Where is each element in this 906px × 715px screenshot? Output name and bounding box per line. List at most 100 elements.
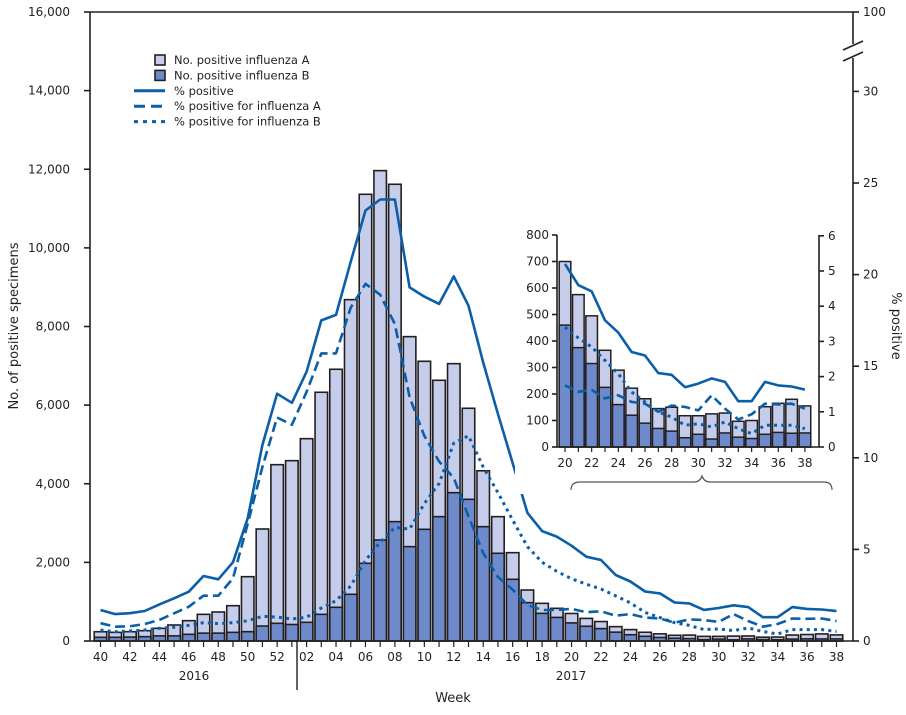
- line-dotted--positive-for-influenza-b: [100, 434, 837, 636]
- inset-x-tick-label: 24: [611, 456, 626, 470]
- bar-influenza-b-week-12: [446, 491, 461, 642]
- x-tick-label: 04: [328, 650, 343, 664]
- y-tick-label: 6,000: [36, 398, 70, 412]
- inset-x-tick-label: 26: [637, 456, 652, 470]
- inset-y-tick-label: 700: [526, 255, 549, 269]
- inset-y2-tick-label: 0: [828, 440, 836, 454]
- x-tick-label: 22: [593, 650, 608, 664]
- y-tick-label: 8,000: [36, 320, 70, 334]
- inset-y2-tick-label: 2: [828, 370, 836, 384]
- inset-x-tick-label: 32: [717, 456, 732, 470]
- inset-bar-influenza-b-week-35: [758, 433, 772, 448]
- legend: No. positive influenza ANo. positive inf…: [134, 53, 321, 129]
- y2-tick-label: 25: [863, 176, 878, 190]
- inset-bar-influenza-b-week-24: [611, 403, 625, 448]
- inset-x-tick-label: 22: [584, 456, 599, 470]
- y2-tick-label: 100: [863, 5, 886, 19]
- y-tick-label: 4,000: [36, 477, 70, 491]
- bar-influenza-b-week-11: [432, 515, 447, 642]
- bar-influenza-b-week-21: [579, 625, 594, 642]
- axis-break-mark: [842, 40, 864, 51]
- main-lines: [100, 198, 837, 636]
- bar-influenza-b-week-04: [328, 606, 344, 642]
- y2-tick-label: 15: [863, 359, 878, 373]
- inset-y-tick-label: 100: [526, 414, 549, 428]
- y2-tick-label: 5: [863, 542, 871, 556]
- x-tick-label: 38: [829, 650, 844, 664]
- inset-y2-tick-label: 5: [828, 264, 836, 278]
- inset-bar-influenza-b-week-25: [625, 414, 639, 448]
- main-axes: 0 2,000 4,000 6,000 8,000 10,000 12,000 14,000 1…: [28, 5, 886, 690]
- inset-line-solid: [563, 263, 806, 403]
- inset-line-dashed: [564, 384, 806, 421]
- inset-y-tick-label: 500: [526, 308, 549, 322]
- inset-y2-tick-label: 3: [828, 334, 836, 348]
- y-axis-title: No. of positive specimens: [7, 242, 22, 409]
- inset-y-tick-label: 400: [526, 334, 549, 348]
- x-tick-label: 50: [240, 650, 255, 664]
- inset-bar-influenza-b-week-26: [638, 422, 652, 448]
- bar-influenza-b-week-06: [358, 562, 373, 642]
- inset-bar-influenza-b-week-37: [785, 432, 799, 448]
- inset-y2-tick-label: 1: [828, 405, 836, 419]
- bar-influenza-b-week-52: [270, 622, 285, 642]
- bar-influenza-b-week-05: [343, 593, 358, 642]
- y-tick-label: 14,000: [28, 84, 70, 98]
- bar-influenza-b-week-03: [314, 613, 329, 642]
- x-tick-label: 26: [652, 650, 667, 664]
- legend-swatch-box-b: [154, 69, 166, 82]
- bar-influenza-b-week-51: [255, 625, 270, 642]
- x-tick-label: 52: [269, 650, 284, 664]
- x-tick-label: 34: [770, 650, 785, 664]
- bar-influenza-b-week-08: [387, 520, 402, 642]
- x-tick-label: 30: [711, 650, 726, 664]
- axis-break-mark: [842, 51, 864, 62]
- inset-y2-tick-label: 6: [828, 229, 836, 243]
- bar-influenza-b-week-46: [181, 633, 196, 642]
- x-tick-label: 32: [741, 650, 756, 664]
- bar-influenza-b-week-17: [520, 601, 535, 642]
- inset-y-tick-label: 300: [526, 361, 549, 375]
- x-tick-label: 16: [505, 650, 520, 664]
- x-tick-label: 36: [799, 650, 814, 664]
- inset-x-tick-label: 38: [797, 456, 812, 470]
- inset-x-tick-label: 36: [771, 456, 786, 470]
- x-axis-title: Week: [435, 691, 471, 706]
- y-tick-label: 2,000: [36, 555, 70, 569]
- inset-x-tick-label: 20: [557, 456, 572, 470]
- y-tick-label: 0: [62, 634, 70, 648]
- inset-bar-influenza-b-week-29: [678, 436, 692, 448]
- bar-influenza-a-week-52: [270, 463, 285, 642]
- x-tick-label: 46: [181, 650, 196, 664]
- inset-bar-influenza-b-week-21: [571, 346, 585, 448]
- legend-label: % positive for influenza A: [174, 99, 321, 113]
- bar-influenza-b-week-01: [284, 623, 299, 642]
- bar-influenza-b-week-22: [593, 627, 609, 642]
- bar-influenza-b-week-02: [299, 621, 314, 642]
- y2-tick-label: 30: [863, 84, 878, 98]
- inset-x-tick-label: 28: [664, 456, 679, 470]
- inset-y-tick-label: 800: [526, 228, 549, 242]
- legend-swatch-box-a: [154, 54, 166, 66]
- inset-y-tick-label: 600: [526, 281, 549, 295]
- x-tick-label: 08: [387, 650, 402, 664]
- x-tick-label: 28: [682, 650, 697, 664]
- y2-axis-title: % positive: [888, 292, 903, 359]
- legend-label: % positive: [174, 84, 234, 98]
- inset-bar-influenza-b-week-28: [665, 430, 679, 448]
- bar-influenza-b-week-24: [623, 633, 638, 642]
- x-tick-label: 06: [358, 650, 373, 664]
- bar-influenza-a-week-05: [343, 298, 358, 642]
- bar-influenza-b-week-47: [196, 632, 211, 642]
- bar-influenza-b-week-49: [225, 631, 241, 642]
- x-tick-label: 42: [122, 650, 137, 664]
- inset-bar-influenza-b-week-33: [731, 436, 745, 448]
- x-tick-label: 48: [211, 650, 226, 664]
- x-tick-label: 14: [476, 650, 491, 664]
- inset-bar-influenza-b-week-34: [745, 437, 759, 448]
- inset-x-tick-label: 34: [744, 456, 759, 470]
- inset-bar-influenza-b-week-32: [718, 432, 732, 448]
- x-tick-label: 24: [623, 650, 638, 664]
